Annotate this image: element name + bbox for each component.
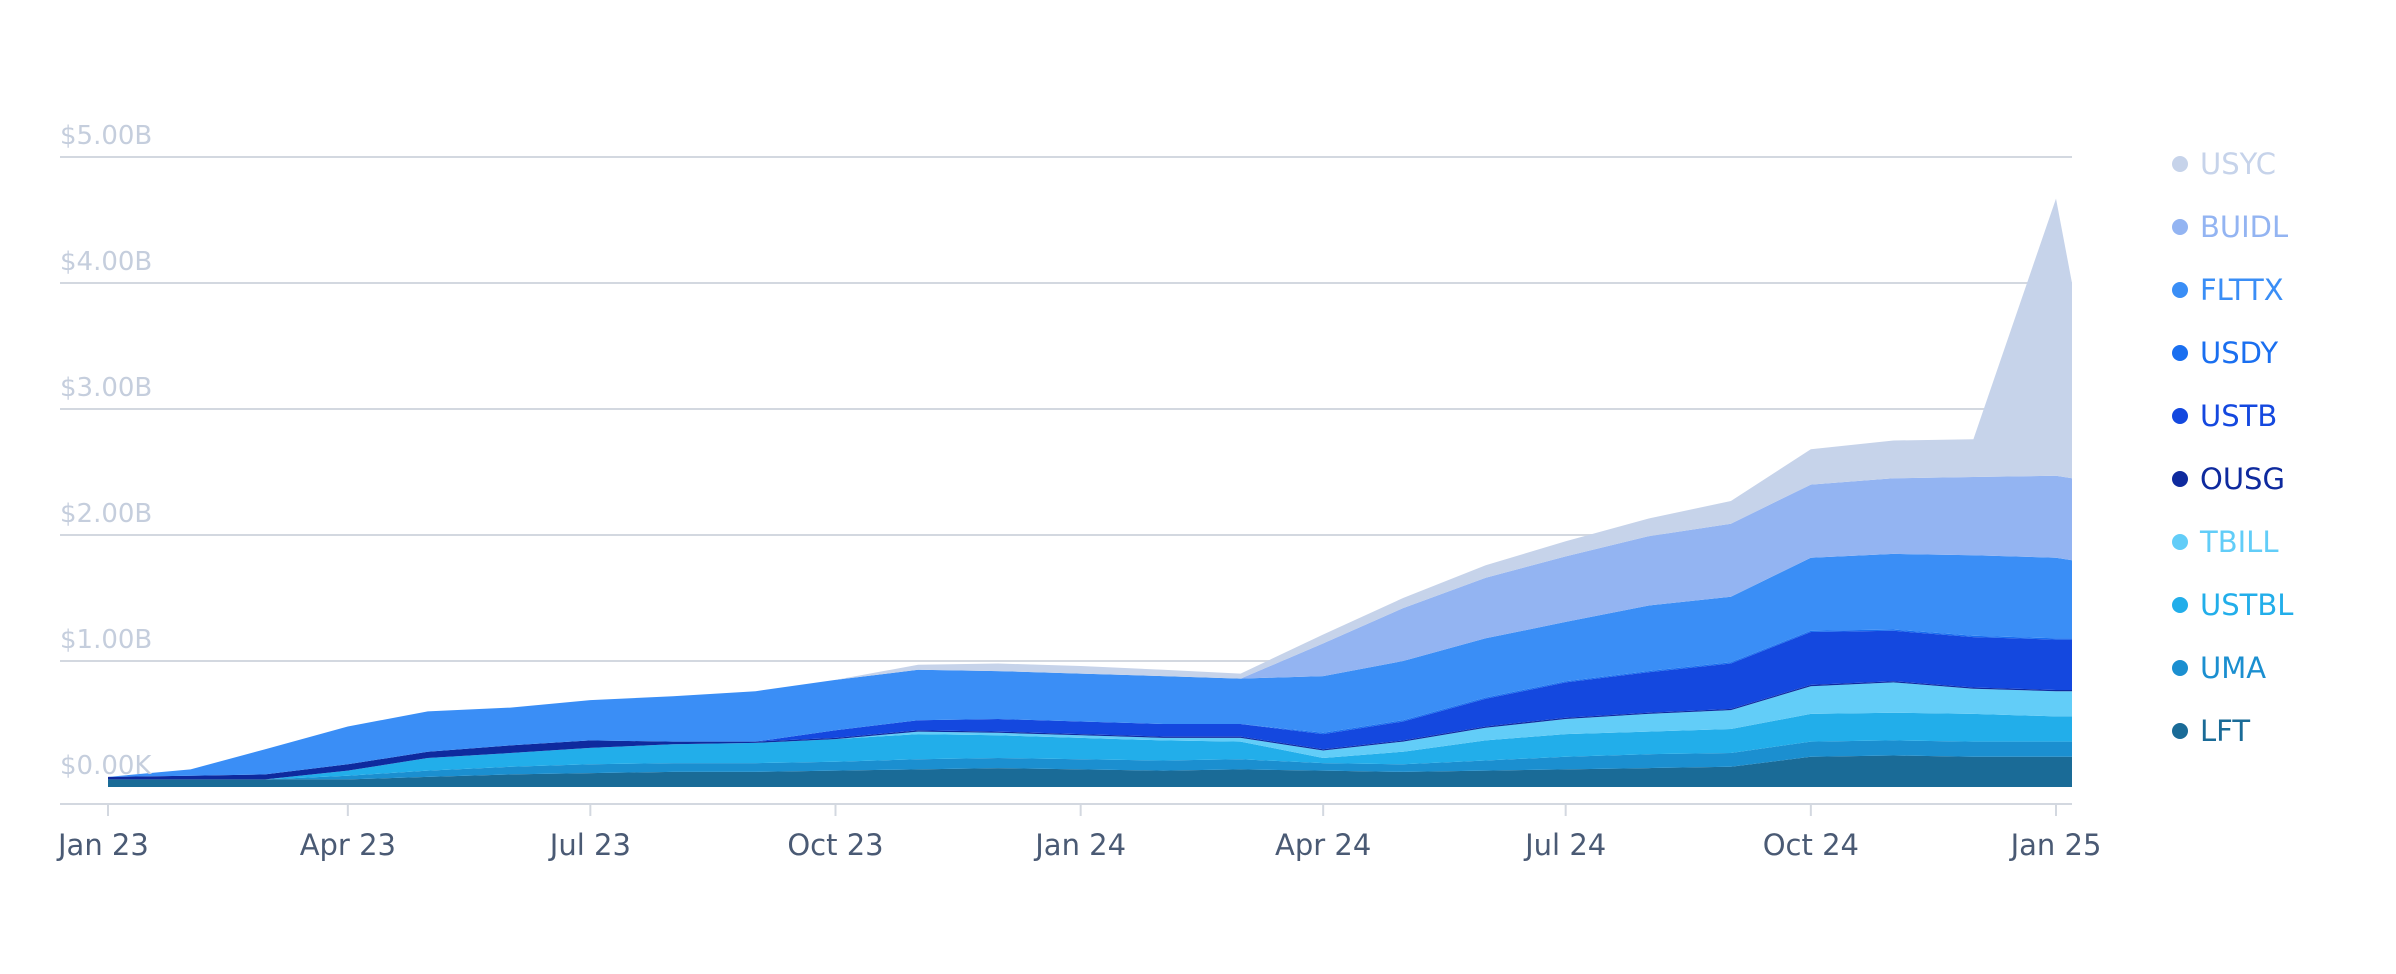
x-tick-label: Jan 23 [56, 828, 149, 862]
legend-item-usyc[interactable]: USYC [2172, 132, 2372, 195]
legend-label: BUIDL [2200, 209, 2289, 244]
y-tick-label: $2.00B [60, 499, 152, 529]
legend-item-ousg[interactable]: OUSG [2172, 447, 2372, 510]
legend-item-ustbl[interactable]: USTBL [2172, 573, 2372, 636]
area-ustbl [108, 712, 2072, 780]
area-lft [108, 755, 2072, 787]
legend-swatch [2172, 344, 2188, 361]
legend-item-tbill[interactable]: TBILL [2172, 510, 2372, 573]
x-tick-label: Jul 24 [1523, 828, 1606, 862]
x-tick-label: Jul 23 [548, 828, 631, 862]
area-flttx [108, 553, 2072, 777]
x-axis-ticks: Jan 23 Apr 23 Jul 23 Oct 23 Jan 24 Apr 24 Jul … [56, 804, 2101, 862]
area-buidl [108, 475, 2072, 777]
legend-swatch [2172, 218, 2188, 235]
legend-item-lft[interactable]: LFT [2172, 699, 2372, 762]
legend-swatch [2172, 722, 2188, 739]
x-tick-label: Oct 24 [1763, 828, 1859, 862]
legend-item-usdy[interactable]: USDY [2172, 321, 2372, 384]
y-tick-label: $4.00B [60, 247, 152, 277]
legend-label: UMA [2200, 650, 2267, 685]
legend-swatch [2172, 281, 2188, 298]
y-axis-ticks: $0.00K $1.00B $2.00B $3.00B $4.00B $5.00B [60, 121, 152, 781]
legend-label: LFT [2200, 713, 2251, 748]
legend-label: FLTTX [2200, 272, 2284, 307]
legend-item-buidl[interactable]: BUIDL [2172, 195, 2372, 258]
legend-swatch [2172, 596, 2188, 613]
legend-swatch [2172, 155, 2188, 172]
legend-item-uma[interactable]: UMA [2172, 636, 2372, 699]
area-tbill [108, 682, 2072, 780]
legend-label: USTBL [2200, 587, 2294, 622]
x-tick-label: Oct 23 [787, 828, 883, 862]
legend-label: USDY [2200, 335, 2279, 370]
x-tick-label: Jan 25 [2009, 828, 2102, 862]
legend-swatch [2172, 407, 2188, 424]
legend-label: OUSG [2200, 461, 2285, 496]
area-uma [108, 740, 2072, 780]
y-tick-label: $3.00B [60, 373, 152, 403]
legend-item-flttx[interactable]: FLTTX [2172, 258, 2372, 321]
y-tick-label: $1.00B [60, 625, 152, 655]
x-tick-label: Apr 24 [1275, 828, 1371, 862]
legend-label: USTB [2200, 398, 2278, 433]
x-tick-label: Jan 24 [1033, 828, 1126, 862]
legend-swatch [2172, 470, 2188, 487]
legend-swatch [2172, 533, 2188, 550]
y-tick-label: $0.00K [60, 751, 152, 781]
legend-label: TBILL [2200, 524, 2279, 559]
area-ustb [108, 630, 2072, 777]
y-tick-label: $5.00B [60, 121, 152, 151]
legend: USYC BUIDL FLTTX USDY USTB OUSG TBILL USTBL UMA L… [2172, 132, 2372, 762]
area-series-layer [108, 198, 2072, 787]
legend-item-ustb[interactable]: USTB [2172, 384, 2372, 447]
x-tick-label: Apr 23 [300, 828, 396, 862]
legend-swatch [2172, 659, 2188, 676]
legend-label: USYC [2200, 146, 2277, 181]
